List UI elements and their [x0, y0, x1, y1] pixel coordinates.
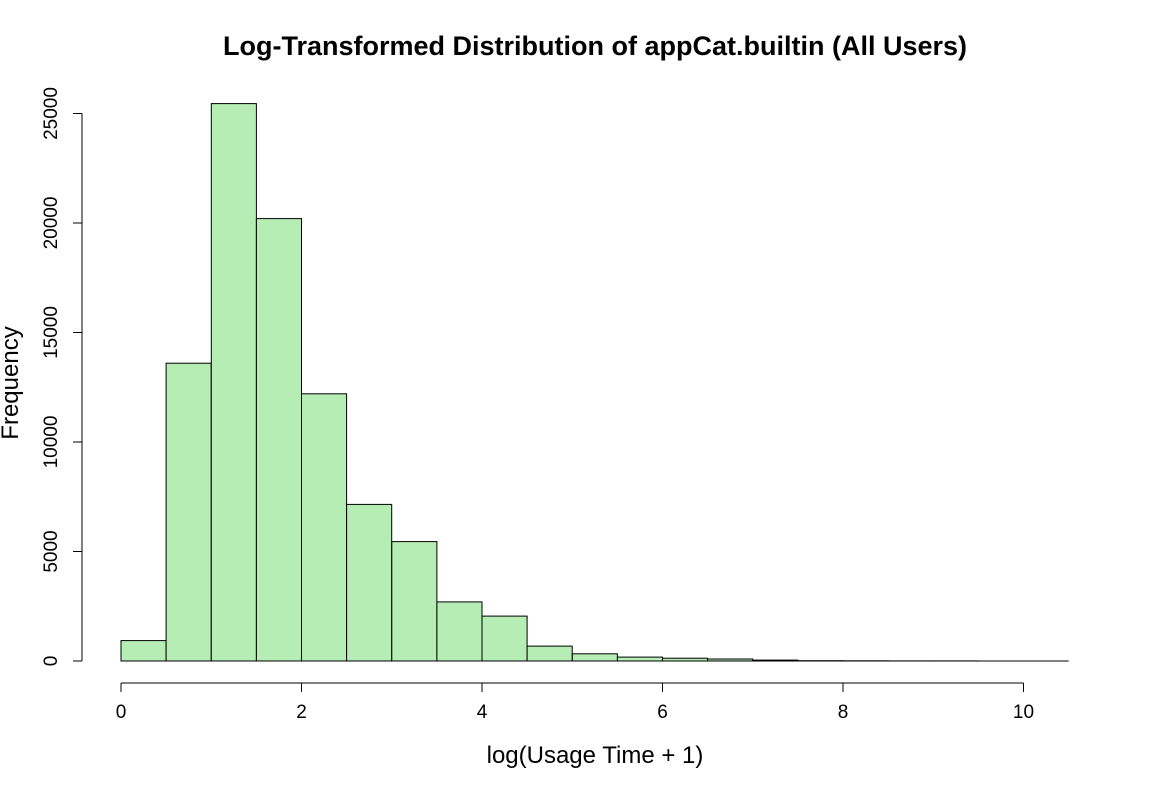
y-axis-label: Frequency [0, 326, 24, 439]
histogram-bar-11 [616, 656, 664, 662]
histogram-bar-0 [120, 640, 167, 662]
x-tick-label-8: 8 [838, 702, 849, 723]
histogram-bar-4 [301, 393, 348, 662]
y-tick-label-0: 0 [41, 656, 62, 667]
y-tick-label-20000: 20000 [41, 197, 62, 250]
y-axis: 0 5000 10000 15000 20000 25000 [41, 87, 83, 667]
y-tick-label-15000: 15000 [41, 306, 62, 359]
histogram-bar-5 [346, 503, 393, 662]
histogram-bar-7 [436, 601, 483, 662]
bars-group [120, 103, 1069, 662]
histogram-bar-9 [526, 645, 573, 662]
x-axis-label: log(Usage Time + 1) [487, 742, 704, 769]
histogram-bar-8 [481, 615, 528, 662]
y-tick-label-5000: 5000 [41, 530, 62, 572]
x-tick-label-0: 0 [116, 702, 127, 723]
histogram-bar-6 [391, 541, 438, 662]
x-tick-label-4: 4 [477, 702, 488, 723]
histogram-bar-1 [165, 362, 212, 662]
x-tick-label-2: 2 [296, 702, 307, 723]
y-tick-label-25000: 25000 [41, 87, 62, 140]
histogram-bar-3 [255, 218, 302, 662]
histogram-bar-2 [210, 103, 257, 662]
chart-title: Log-Transformed Distribution of appCat.b… [223, 31, 967, 61]
x-tick-label-6: 6 [657, 702, 668, 723]
y-tick-label-10000: 10000 [41, 416, 62, 469]
x-tick-label-10: 10 [1013, 702, 1034, 723]
histogram-bar-10 [571, 653, 618, 662]
x-axis: 0 2 4 6 8 10 [116, 682, 1034, 723]
